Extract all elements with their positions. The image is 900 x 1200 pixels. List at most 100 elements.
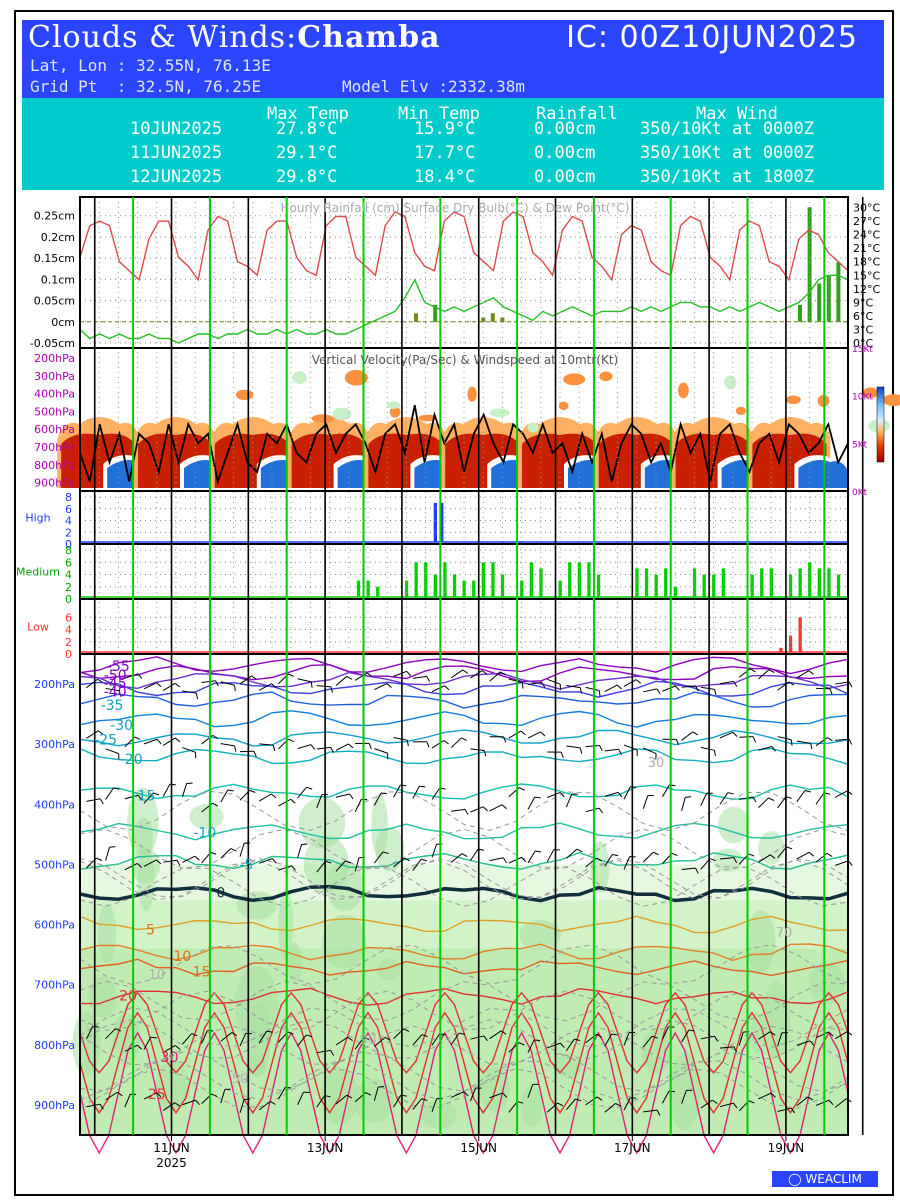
profile-tick-label: 700hPa	[34, 979, 75, 992]
wind-barb-flag	[790, 1107, 796, 1114]
rain-panel-title: Hourly Rainfall (cm) Surface Dry Bulb(°C…	[281, 201, 630, 215]
temp-tick-label: 6°C	[853, 310, 873, 323]
cloud-tick-label: 4	[65, 515, 72, 528]
wind-barb-flag	[501, 804, 507, 810]
humidity-blob	[420, 1099, 457, 1129]
wind-barb-flag	[517, 1100, 524, 1104]
isotherm-line	[79, 747, 849, 765]
wind-barb	[566, 1098, 576, 1110]
wind-barb	[527, 1039, 535, 1053]
wind-barb	[566, 685, 581, 689]
wind-barb-flag	[675, 739, 680, 746]
vv-tick-label: 200hPa	[34, 352, 75, 365]
wind-barb-flag	[287, 1031, 294, 1035]
rain-bar	[836, 262, 841, 322]
row-min-temp: 17.7°C	[414, 143, 476, 163]
wind-barb	[623, 744, 638, 751]
wind-barb	[85, 1026, 94, 1040]
vv-panel-title: Vertical Velocity(Pa/Sec) & Windspeed at…	[312, 353, 618, 367]
wind-barb-flag	[559, 792, 565, 798]
isotherm-label: 20	[119, 989, 137, 1005]
wind-barb	[758, 854, 771, 863]
wind-barb-flag	[828, 1099, 834, 1105]
wind-barb	[796, 790, 806, 803]
wind-barb-flag	[347, 1036, 353, 1042]
wind-barb-flag	[109, 846, 116, 848]
wind-barb	[604, 1033, 612, 1047]
panel-frame-prof	[79, 653, 849, 1136]
rain-bar	[490, 313, 495, 322]
wind-barb	[105, 847, 111, 861]
header-max-temp: Max Temp	[267, 104, 349, 124]
wind-barb-flag	[176, 860, 181, 866]
wind-barb	[681, 1090, 687, 1104]
wind-barb	[143, 682, 157, 690]
wind-barb	[431, 844, 438, 858]
wind-barb-flag	[462, 669, 469, 674]
wind-barb	[143, 859, 157, 867]
wind-barb	[162, 682, 176, 692]
cloud-bar	[654, 574, 658, 597]
wind-barb	[431, 1033, 441, 1046]
daily-summary: Max Temp Min Temp Rainfall Max Wind 10JU…	[22, 98, 884, 190]
rh-label: 70	[776, 926, 793, 941]
vv-tick-label: 300hPa	[34, 370, 75, 383]
brand-text: WEACLIM	[805, 1172, 862, 1186]
wind-barb-flag	[288, 673, 295, 677]
wind-barb	[681, 685, 696, 688]
vv-blob	[678, 382, 689, 399]
wind-barb	[124, 863, 138, 871]
wind-barb-flag	[709, 858, 716, 862]
wind-barb	[277, 1086, 286, 1100]
cloud-bar	[443, 562, 447, 597]
wind-barb-flag	[483, 750, 487, 757]
wind-barb-flag	[808, 851, 815, 857]
isotherm-label: -45	[104, 676, 127, 692]
cloud-bar	[712, 574, 716, 597]
wind-barb	[585, 807, 600, 813]
wind-barb	[681, 797, 686, 812]
wind-barb	[604, 854, 613, 867]
wind-barb-flag	[99, 798, 104, 805]
wind-barb-flag	[520, 730, 526, 736]
humidity-blob	[72, 1011, 101, 1076]
summary-row: 12JUN2025 29.8°C 18.4°C 0.00cm 350/10Kt …	[22, 167, 884, 189]
wind-barb-flag	[117, 1091, 123, 1097]
isotherm-line	[79, 656, 849, 675]
humidity-blob	[520, 1085, 543, 1127]
wind-barb	[815, 1099, 830, 1106]
wind-barb-flag	[828, 1031, 834, 1037]
humidity-blob	[376, 958, 401, 981]
wind-barb	[565, 1038, 575, 1052]
vv-blob	[418, 414, 437, 422]
rain-bar	[817, 283, 822, 322]
wind-barb	[835, 738, 850, 741]
wind-barb	[527, 796, 536, 810]
rain-bar	[798, 304, 802, 322]
wind-barb	[258, 793, 272, 802]
wind-barb	[220, 789, 229, 803]
wind-barb-flag	[579, 687, 583, 694]
wind-barb-flag	[559, 1042, 565, 1048]
cloud-tick-label: 6	[65, 611, 72, 624]
wind-barb	[719, 792, 729, 805]
rain-tick-label: -0.05cm	[30, 337, 75, 350]
wind-barb-flag	[733, 681, 738, 687]
wind-barb	[623, 1032, 630, 1046]
wind-barb	[719, 680, 734, 685]
wind-barb-flag	[651, 1035, 658, 1039]
humidity-blob	[298, 797, 346, 849]
cloud-bar	[568, 562, 572, 597]
vv-blob	[235, 389, 254, 400]
wind-barb-flag	[521, 682, 524, 689]
isotherm-label: 25	[148, 1087, 166, 1103]
wind-barb-flag	[848, 860, 853, 866]
isotherm-label: -5	[239, 857, 253, 873]
humidity-blob	[590, 841, 610, 893]
wind-barb-flag	[150, 1036, 157, 1039]
wind-barb-flag	[99, 1103, 104, 1110]
wind-barb-flag	[788, 681, 795, 686]
wind-barb-flag	[136, 863, 143, 868]
wind-barb	[259, 858, 273, 864]
wind-barb	[354, 799, 362, 813]
